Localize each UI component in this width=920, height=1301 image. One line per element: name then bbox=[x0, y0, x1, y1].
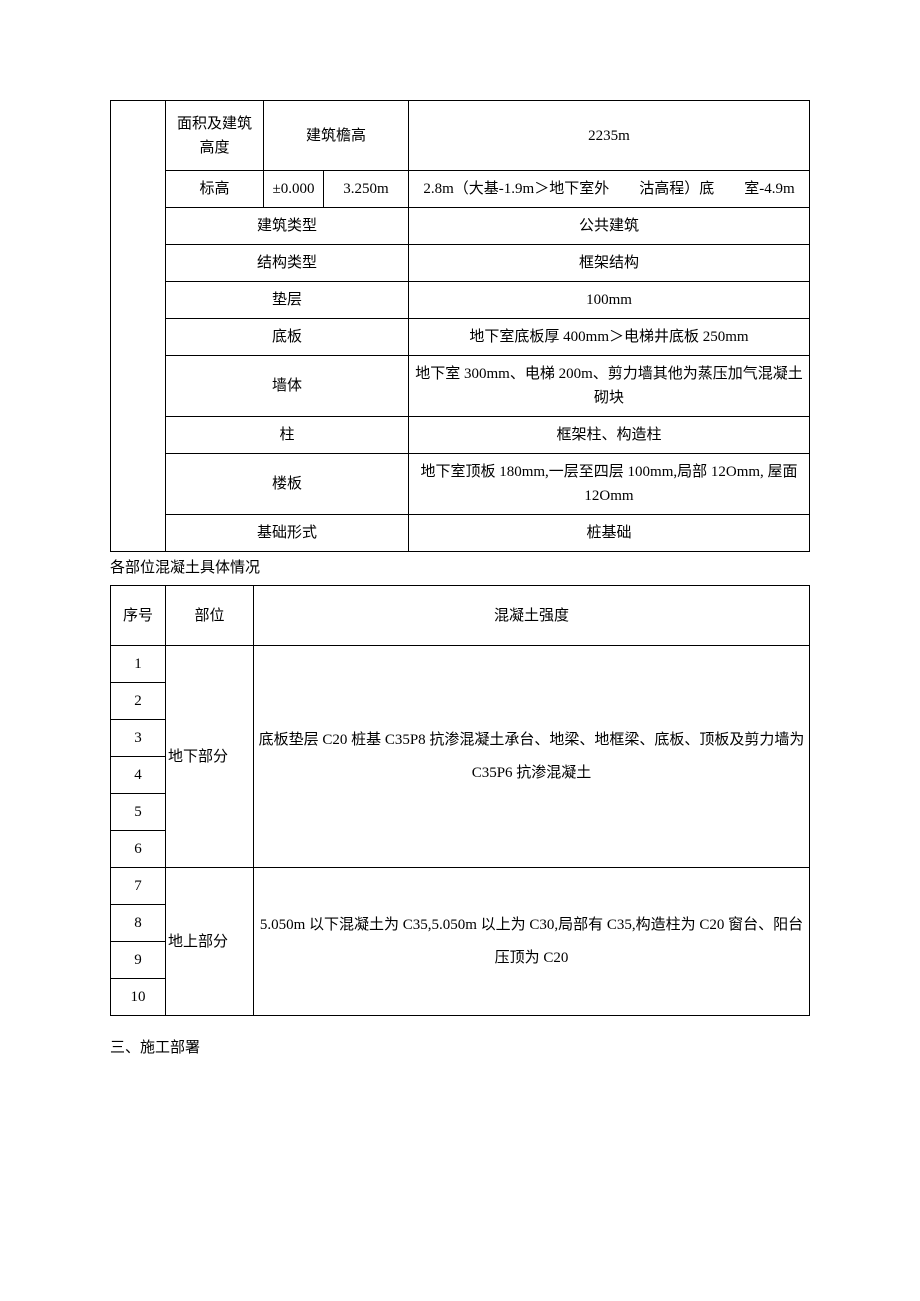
part-aboveground: 地上部分 bbox=[166, 868, 254, 1016]
cell-structure-type-label: 结构类型 bbox=[166, 245, 409, 282]
table-row: 面积及建筑高度 建筑檐高 2235m bbox=[111, 101, 810, 171]
cell-area-label: 面积及建筑高度 bbox=[166, 101, 264, 171]
table-row: 1 地下部分 底板垫层 C20 桩基 C35P8 抗渗混凝土承台、地梁、地框梁、… bbox=[111, 646, 810, 683]
cell-elevation-v1: 3.250m bbox=[324, 171, 409, 208]
cell-cushion-value: 100mm bbox=[409, 282, 810, 319]
left-stub-cell bbox=[111, 101, 166, 552]
header-part: 部位 bbox=[166, 586, 254, 646]
table-row: 墙体 地下室 300mm、电梯 200m、剪力墙其他为蒸压加气混凝土砌块 bbox=[111, 356, 810, 417]
cell-floor-label: 楼板 bbox=[166, 454, 409, 515]
table-row: 7 地上部分 5.050m 以下混凝土为 C35,5.050m 以上为 C30,… bbox=[111, 868, 810, 905]
cell-elevation-label: 标高 bbox=[166, 171, 264, 208]
cell-floor-value: 地下室顶板 180mm,一层至四层 100mm,局部 12Omm, 屋面 12O… bbox=[409, 454, 810, 515]
seq-cell: 1 bbox=[111, 646, 166, 683]
cell-column-value: 框架柱、构造柱 bbox=[409, 417, 810, 454]
seq-cell: 3 bbox=[111, 720, 166, 757]
cell-eaves-label: 建筑檐高 bbox=[264, 101, 409, 171]
part-underground: 地下部分 bbox=[166, 646, 254, 868]
seq-cell: 5 bbox=[111, 794, 166, 831]
header-seq: 序号 bbox=[111, 586, 166, 646]
seq-cell: 8 bbox=[111, 905, 166, 942]
seq-cell: 7 bbox=[111, 868, 166, 905]
cell-wall-label: 墙体 bbox=[166, 356, 409, 417]
cell-foundation-value: 桩基础 bbox=[409, 515, 810, 552]
cell-baseplate-label: 底板 bbox=[166, 319, 409, 356]
table-row: 柱 框架柱、构造柱 bbox=[111, 417, 810, 454]
table-row: 标高 ±0.000 3.250m 2.8m（大基-1.9m＞地下室外 沽高程）底… bbox=[111, 171, 810, 208]
cell-building-type-value: 公共建筑 bbox=[409, 208, 810, 245]
cell-eaves-value: 2235m bbox=[409, 101, 810, 171]
seq-cell: 6 bbox=[111, 831, 166, 868]
cell-building-type-label: 建筑类型 bbox=[166, 208, 409, 245]
seq-cell: 10 bbox=[111, 979, 166, 1016]
cell-elevation-zero: ±0.000 bbox=[264, 171, 324, 208]
cell-structure-type-value: 框架结构 bbox=[409, 245, 810, 282]
cell-cushion-label: 垫层 bbox=[166, 282, 409, 319]
cell-elevation-v2: 2.8m（大基-1.9m＞地下室外 沽高程）底 室-4.9m bbox=[409, 171, 810, 208]
table-row: 底板 地下室底板厚 400mm＞电梯井底板 250mm bbox=[111, 319, 810, 356]
cell-wall-value: 地下室 300mm、电梯 200m、剪力墙其他为蒸压加气混凝土砌块 bbox=[409, 356, 810, 417]
section-heading: 三、施工部署 bbox=[110, 1016, 810, 1057]
strength-aboveground: 5.050m 以下混凝土为 C35,5.050m 以上为 C30,局部有 C35… bbox=[254, 868, 810, 1016]
table-row: 结构类型 框架结构 bbox=[111, 245, 810, 282]
header-strength: 混凝土强度 bbox=[254, 586, 810, 646]
seq-cell: 4 bbox=[111, 757, 166, 794]
seq-cell: 9 bbox=[111, 942, 166, 979]
seq-cell: 2 bbox=[111, 683, 166, 720]
table-row: 基础形式 桩基础 bbox=[111, 515, 810, 552]
cell-column-label: 柱 bbox=[166, 417, 409, 454]
table-row: 垫层 100mm bbox=[111, 282, 810, 319]
cell-foundation-label: 基础形式 bbox=[166, 515, 409, 552]
cell-baseplate-value: 地下室底板厚 400mm＞电梯井底板 250mm bbox=[409, 319, 810, 356]
table-row: 建筑类型 公共建筑 bbox=[111, 208, 810, 245]
building-info-table: 面积及建筑高度 建筑檐高 2235m 标高 ±0.000 3.250m 2.8m… bbox=[110, 100, 810, 552]
table-header-row: 序号 部位 混凝土强度 bbox=[111, 586, 810, 646]
strength-underground: 底板垫层 C20 桩基 C35P8 抗渗混凝土承台、地梁、地框梁、底板、顶板及剪… bbox=[254, 646, 810, 868]
table-row: 楼板 地下室顶板 180mm,一层至四层 100mm,局部 12Omm, 屋面 … bbox=[111, 454, 810, 515]
concrete-strength-table: 序号 部位 混凝土强度 1 地下部分 底板垫层 C20 桩基 C35P8 抗渗混… bbox=[110, 585, 810, 1016]
concrete-caption: 各部位混凝土具体情况 bbox=[110, 552, 810, 581]
